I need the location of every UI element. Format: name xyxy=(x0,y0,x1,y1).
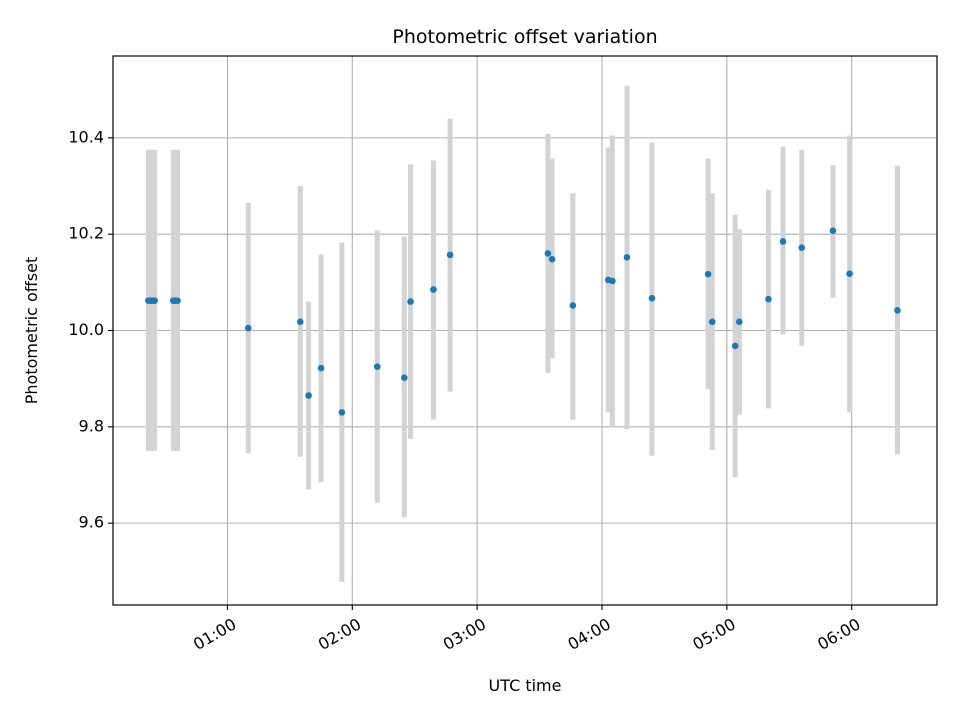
data-point xyxy=(296,318,304,326)
data-point xyxy=(548,255,556,263)
data-point xyxy=(609,277,616,285)
y-tick-label: 10.0 xyxy=(68,320,104,339)
data-point xyxy=(544,250,552,257)
y-tick-label: 9.6 xyxy=(79,513,104,532)
data-point xyxy=(151,297,158,304)
y-tick-label: 10.2 xyxy=(68,224,104,243)
data-point xyxy=(338,409,346,416)
data-point xyxy=(407,298,414,305)
data-point xyxy=(623,253,631,261)
data-point xyxy=(779,238,787,245)
data-point xyxy=(731,342,739,350)
data-point xyxy=(736,318,743,326)
data-point xyxy=(446,251,454,259)
data-point xyxy=(704,270,712,278)
data-point xyxy=(317,364,325,372)
data-point xyxy=(569,302,577,309)
y-tick-label: 9.8 xyxy=(79,416,104,435)
data-point xyxy=(648,294,656,302)
data-point xyxy=(708,318,716,326)
data-point xyxy=(305,392,312,399)
data-point xyxy=(401,374,408,381)
data-point xyxy=(174,297,181,304)
chart-title: Photometric offset variation xyxy=(392,26,657,48)
axis-ticks: 01:00 02:00 03:00 04:00 05:00 06:009.69.810.0… xyxy=(68,127,863,654)
data-point xyxy=(894,306,901,314)
grid xyxy=(113,56,937,605)
y-axis-label: Photometric offset xyxy=(22,257,41,405)
data-point xyxy=(244,324,252,332)
data-point xyxy=(798,244,806,251)
data-point xyxy=(430,286,437,293)
x-axis-label: UTC time xyxy=(489,676,562,695)
data-point xyxy=(765,295,772,303)
y-tick-label: 10.4 xyxy=(68,127,104,146)
data-point xyxy=(846,270,853,277)
data-points xyxy=(145,227,901,416)
data-point xyxy=(373,363,381,370)
data-point xyxy=(829,227,837,235)
